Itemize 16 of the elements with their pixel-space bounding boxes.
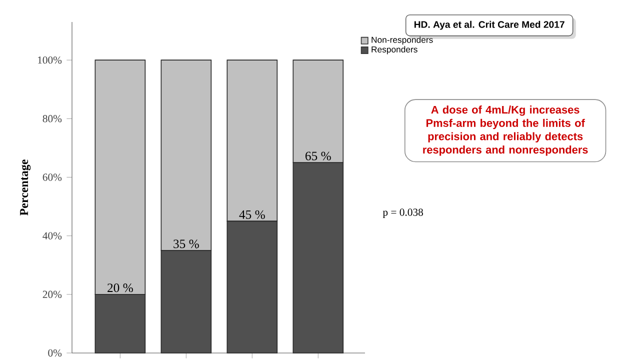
text: HD. Aya et al. Crit Care Med 2017 <box>414 20 564 30</box>
y-tick-label: 20% <box>42 290 62 298</box>
y-tick-label: 60% <box>42 174 62 181</box>
y-tick-label: 100% <box>38 56 62 64</box>
data-label: 45 % <box>239 210 265 219</box>
text: A dose of 4mL/Kg increases Pmsf-arm beyond the limits of precision and reliably detects responders and nonresponders <box>423 106 588 156</box>
y-tick-label: 0% <box>48 349 62 357</box>
y-tick-label: 40% <box>42 232 62 240</box>
legend-label: Non-responders <box>372 36 433 45</box>
data-label: 65 % <box>306 152 331 160</box>
data-label: 20 % <box>108 284 133 292</box>
y-axis-title: Percentage <box>20 160 31 216</box>
data-label: 35 % <box>174 240 199 248</box>
legend-label: Responders <box>372 46 418 54</box>
text: p = 0.038 <box>382 208 423 218</box>
y-tick-label: 80% <box>42 115 62 122</box>
